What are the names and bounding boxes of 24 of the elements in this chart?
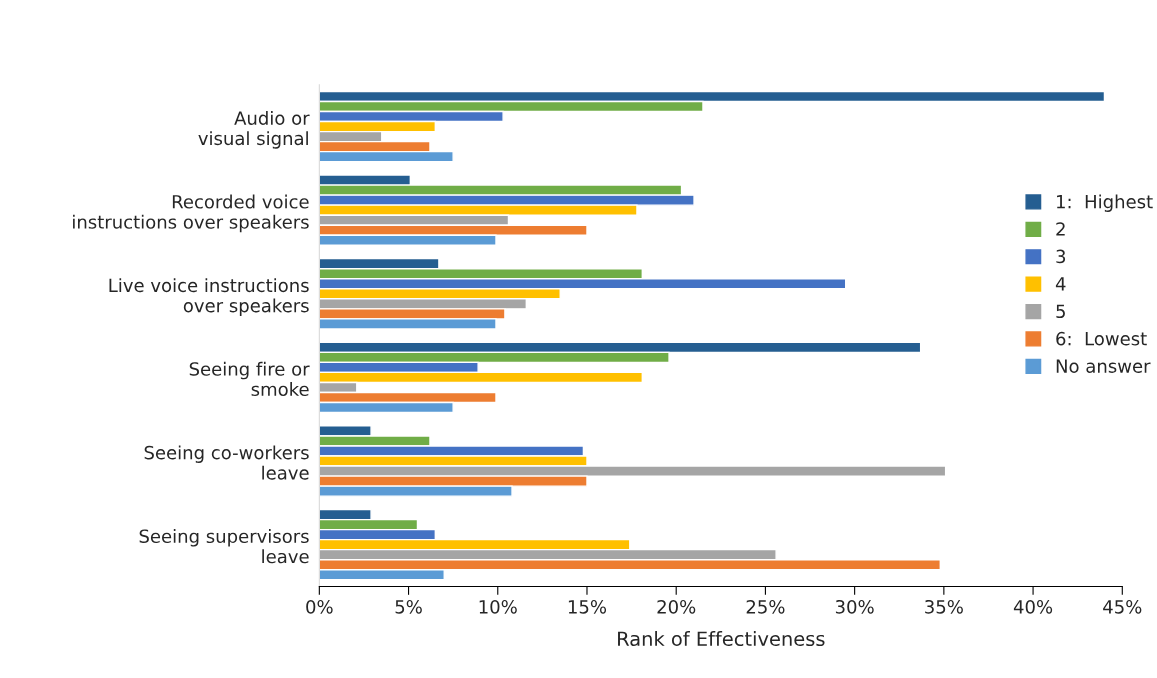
x-tick-label: 5% [395,599,422,614]
y-tick-label: Recorded voice instructions over speakers [73,194,309,233]
y-tick-label: Seeing co-workers leave [144,445,309,480]
legend-label: 4 [1055,277,1066,291]
x-tick-label: 20% [657,599,696,614]
y-tick-label: Seeing supervisors leave [139,529,309,564]
legend-label: 1: Highest [1057,194,1153,212]
x-tick-label: 45% [1103,599,1142,614]
y-tick-label: Audio or visual signal [198,110,310,149]
x-tick-label: 15% [568,599,607,614]
legend-label: 6: Lowest [1056,331,1147,346]
x-tick-label: 40% [1013,599,1053,614]
x-tick-label: 30% [835,599,874,614]
legend-label: 3 [1056,249,1066,264]
x-tick-label: 0% [306,599,333,614]
y-tick-label: Live voice instructions over speakers [109,278,309,316]
x-tick-label: 10% [479,599,517,614]
legend-label: 5 [1056,304,1065,319]
x-tick-label: 35% [925,599,963,614]
legend-label: 2 [1056,222,1065,236]
x-tick-label: 25% [746,599,785,614]
legend-label: No answer [1056,359,1151,373]
x-axis-title: Rank of Effectiveness [618,631,825,647]
y-tick-label: Seeing fire or smoke [189,361,310,397]
